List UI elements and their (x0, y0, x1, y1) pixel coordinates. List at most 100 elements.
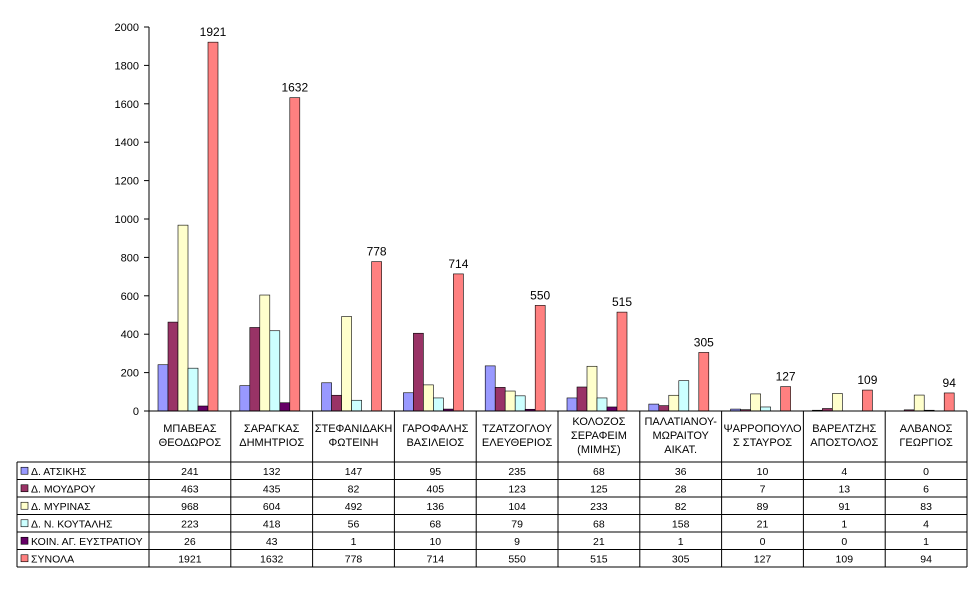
bar (197, 405, 209, 412)
x-tick-label: ΓΕΩΡΓΙΟΣ (899, 437, 953, 449)
bar (289, 97, 301, 412)
bar (668, 394, 680, 412)
x-tick-label: ΠΑΛΑΤΙΑΝΟΥ- (644, 416, 717, 428)
data-label: 1921 (200, 25, 227, 39)
table-cell: 1 (841, 518, 847, 530)
legend-swatch (20, 501, 29, 510)
table-cell: 6 (923, 483, 929, 495)
data-label: 305 (694, 335, 714, 349)
table-cell: 405 (427, 483, 445, 495)
legend-swatch (20, 519, 29, 528)
table-cell: 123 (508, 483, 526, 495)
x-tick-label: ΣΕΡΑΦΕΙΜ (571, 430, 627, 442)
table-cell: 435 (263, 483, 281, 495)
table-cell: 0 (841, 536, 847, 548)
bar (249, 327, 261, 412)
table-cell: 147 (345, 466, 363, 478)
table-cell: 43 (266, 536, 278, 548)
legend-label: Δ. ΑΤΣΙΚΗΣ (31, 466, 87, 478)
y-tick-label: 1000 (115, 214, 139, 226)
x-tick-label: ΔΗΜΗΤΡΙΟΣ (239, 437, 304, 449)
bar (648, 403, 660, 412)
data-label: 127 (776, 370, 796, 384)
table-cell: 305 (672, 553, 690, 565)
legend-swatch (20, 466, 29, 475)
bar (678, 380, 690, 412)
bar (780, 386, 791, 412)
table-cell: 10 (429, 536, 441, 548)
table-cell: 223 (181, 518, 199, 530)
bar (658, 405, 670, 412)
table-cell: 104 (508, 501, 526, 513)
table-cell: 418 (263, 518, 281, 530)
bar (698, 352, 710, 412)
table-cell: 1 (923, 536, 929, 548)
x-tick-label: ΦΩΤΕΙΝΗ (329, 437, 379, 449)
table-cell: 235 (508, 466, 526, 478)
bar (403, 392, 414, 412)
legend-label: Δ. ΜΥΡΙΝΑΣ (31, 501, 91, 513)
data-label: 1632 (281, 81, 308, 95)
table-cell: 91 (838, 501, 850, 513)
table-cell: 233 (590, 501, 608, 513)
bar (586, 365, 598, 412)
table-cell: 13 (838, 483, 850, 495)
y-tick-label: 800 (121, 252, 139, 264)
table-cell: 89 (757, 501, 769, 513)
table-cell: 1 (678, 536, 684, 548)
table-cell: 136 (427, 501, 445, 513)
bar (566, 397, 578, 412)
table-cell: 83 (920, 501, 932, 513)
bar (167, 321, 179, 412)
table-cell: 1921 (178, 553, 202, 565)
x-tick-label: ΤΖΑΤΖΟΓΛΟΥ (482, 423, 552, 435)
x-tick-label: ΜΠΑΒΕΑΣ (163, 423, 216, 435)
table-cell: 82 (675, 501, 687, 513)
table-cell: 36 (675, 466, 687, 478)
legend-label: ΚΟΙΝ. ΑΓ. ΕΥΣΤΡΑΤΙΟΥ (31, 536, 143, 548)
table-cell: 0 (923, 466, 929, 478)
legend-swatch (20, 484, 29, 493)
table-cell: 109 (836, 553, 854, 565)
y-tick-label: 1400 (115, 137, 139, 149)
table-cell: 68 (593, 466, 605, 478)
bar (207, 41, 219, 412)
bar (157, 364, 169, 412)
table-cell: 778 (345, 553, 363, 565)
x-tick-label: ΑΠΟΣΤΟΛΟΣ (810, 437, 878, 449)
bar (331, 394, 342, 412)
x-tick-label: ΕΛΕΥΘΕΡΙΟΣ (482, 437, 553, 449)
table-cell: 158 (672, 518, 690, 530)
bar (913, 394, 925, 412)
table-cell: 94 (920, 553, 932, 565)
bar (576, 386, 588, 412)
bar (453, 273, 464, 412)
table-cell: 4 (923, 518, 929, 530)
x-tick-label: (ΜΙΜΗΣ) (577, 444, 620, 456)
y-tick-label: 600 (121, 291, 139, 303)
table-cell: 26 (184, 536, 196, 548)
table-cell: 550 (508, 553, 526, 565)
legend-swatch (20, 536, 29, 545)
bar (259, 294, 271, 412)
data-label: 778 (367, 245, 387, 259)
data-label: 714 (448, 257, 468, 271)
y-tick-label: 1200 (115, 176, 139, 188)
bar (413, 332, 424, 412)
bar (351, 399, 362, 412)
bar (371, 261, 382, 412)
bar (279, 402, 291, 412)
table-cell: 0 (760, 536, 766, 548)
table-cell: 463 (181, 483, 199, 495)
table-cell: 1632 (260, 553, 284, 565)
y-tick-label: 2000 (115, 22, 139, 34)
bar (606, 406, 618, 412)
table-cell: 28 (675, 483, 687, 495)
bar (943, 392, 955, 412)
table-cell: 68 (593, 518, 605, 530)
table-cell: 56 (348, 518, 360, 530)
y-tick-label: 400 (121, 329, 139, 341)
data-label: 94 (943, 376, 957, 390)
table-cell: 127 (754, 553, 772, 565)
